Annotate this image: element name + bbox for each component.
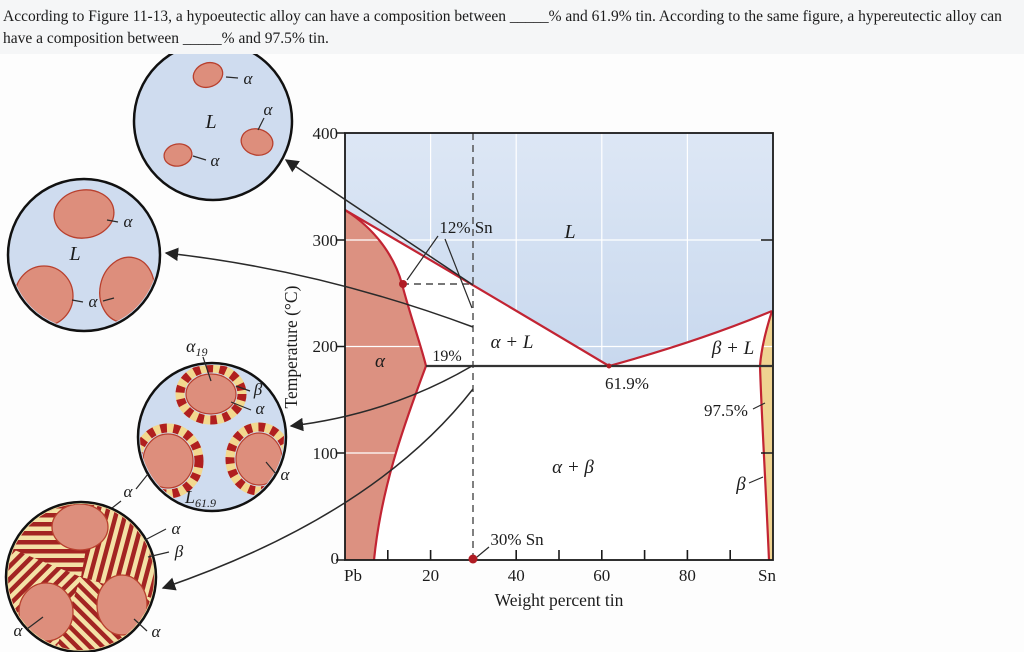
alpha-blob bbox=[18, 582, 74, 642]
shared-alpha-label: α bbox=[124, 482, 134, 501]
alpha-region-fill bbox=[345, 210, 426, 560]
x-tick-40: 40 bbox=[508, 566, 525, 585]
c4-alpha-label: α bbox=[152, 622, 162, 641]
alpha-blob bbox=[163, 143, 193, 167]
alloy-composition-marker bbox=[468, 554, 478, 564]
c4-alpha-label: α bbox=[172, 519, 182, 538]
y-axis-labels: 400 300 200 100 0 bbox=[313, 124, 340, 568]
x-axis-labels: Pb 20 40 60 80 Sn bbox=[344, 566, 776, 585]
first-solid-point-marker bbox=[399, 280, 407, 288]
alpha-solvus-line bbox=[372, 365, 428, 561]
connector-line-3 bbox=[289, 365, 473, 432]
liquidus-line-left bbox=[344, 209, 610, 367]
question-text: According to Figure 11-13, a hypoeutecti… bbox=[0, 0, 1024, 55]
c1-alpha-label: α bbox=[244, 69, 254, 88]
alloy-comp-annotation: 30% Sn bbox=[490, 530, 544, 549]
plot-area bbox=[336, 132, 774, 564]
c3-alpha-right-label: α bbox=[281, 465, 291, 484]
y-tick-0: 0 bbox=[331, 549, 340, 568]
alpha-blob bbox=[240, 128, 274, 156]
gridlines bbox=[345, 133, 773, 560]
x-tick-pb: Pb bbox=[344, 566, 362, 585]
x-axis-title: Weight percent tin bbox=[495, 590, 624, 610]
c2-alpha-label: α bbox=[89, 292, 99, 311]
c2-liquid-label: L bbox=[68, 243, 80, 265]
annotation-labels: 12% Sn 19% 61.9% 97.5% 30% Sn bbox=[406, 218, 766, 558]
first-solid-annotation: 12% Sn bbox=[439, 218, 493, 237]
alpha-blob bbox=[51, 504, 109, 551]
alpha-blob bbox=[192, 61, 224, 89]
first-solid-leader-2 bbox=[444, 238, 473, 309]
c1-liquid-label: L bbox=[204, 111, 216, 133]
micrograph-connectors bbox=[161, 159, 474, 591]
y-tick-200: 200 bbox=[313, 337, 339, 356]
y-tick-400: 400 bbox=[313, 124, 339, 143]
c4-alpha-label: α bbox=[14, 621, 24, 640]
beta-boundary-line bbox=[758, 310, 774, 561]
c1-alpha-label: α bbox=[264, 100, 274, 119]
alpha-liquid-region-label: α + L bbox=[491, 332, 534, 353]
y-axis-title: Temperature (°C) bbox=[281, 285, 301, 408]
y-tick-100: 100 bbox=[313, 444, 339, 463]
x-tick-80: 80 bbox=[679, 566, 696, 585]
x-tick-20: 20 bbox=[422, 566, 439, 585]
beta-liquid-region-label: β + L bbox=[711, 338, 754, 359]
c3-primary-alpha-label: α19 bbox=[186, 336, 207, 359]
region-labels: L α α + L β + L α + β β bbox=[375, 221, 764, 495]
beta-region-fill bbox=[760, 311, 773, 560]
liquidus-line-right bbox=[608, 309, 773, 368]
c3-beta-label: β bbox=[253, 380, 263, 399]
beta-region-label: β bbox=[735, 474, 746, 495]
liquid-region-fill bbox=[345, 133, 773, 366]
connector-line-1 bbox=[284, 159, 474, 286]
beta-comp-annotation: 97.5% bbox=[704, 401, 748, 420]
alloy-comp-leader bbox=[476, 546, 490, 558]
connector-line-4 bbox=[161, 388, 474, 591]
alpha-max-annotation: 19% bbox=[432, 348, 461, 365]
c4-beta-label: β bbox=[174, 542, 184, 561]
micrograph-circle-1: L α α α bbox=[132, 40, 294, 202]
eutectic-annotation: 61.9% bbox=[605, 374, 649, 393]
beta-comp-leader bbox=[752, 402, 766, 410]
y-axis-ticks bbox=[336, 132, 773, 561]
alpha-blob bbox=[14, 265, 74, 327]
eutectic-point-marker bbox=[606, 363, 612, 369]
c3-alpha-rim-label: α bbox=[256, 399, 266, 418]
micrograph-circle-2: α L α bbox=[6, 177, 162, 333]
y-tick-300: 300 bbox=[313, 231, 339, 250]
alpha-blob bbox=[185, 373, 237, 415]
micrograph-circle-3: α19 β α L61.9 α α bbox=[97, 336, 291, 520]
liquid-region-label: L bbox=[563, 221, 575, 243]
c1-alpha-label: α bbox=[211, 151, 221, 170]
alpha-blob bbox=[53, 189, 115, 239]
first-solid-leader-1 bbox=[406, 235, 439, 281]
alpha-blob bbox=[96, 574, 148, 636]
c3-liquid-label: L61.9 bbox=[184, 487, 216, 510]
beta-label-leader bbox=[748, 476, 764, 484]
c2-alpha-label: α bbox=[124, 212, 134, 231]
alpha-region-label: α bbox=[375, 351, 386, 372]
x-axis-ticks bbox=[387, 550, 731, 560]
connector-line-2 bbox=[164, 247, 474, 328]
x-tick-sn: Sn bbox=[758, 566, 776, 585]
alpha-beta-region-label: α + β bbox=[552, 457, 594, 478]
micrograph-circle-4: α β α α bbox=[4, 500, 184, 652]
x-tick-60: 60 bbox=[593, 566, 610, 585]
